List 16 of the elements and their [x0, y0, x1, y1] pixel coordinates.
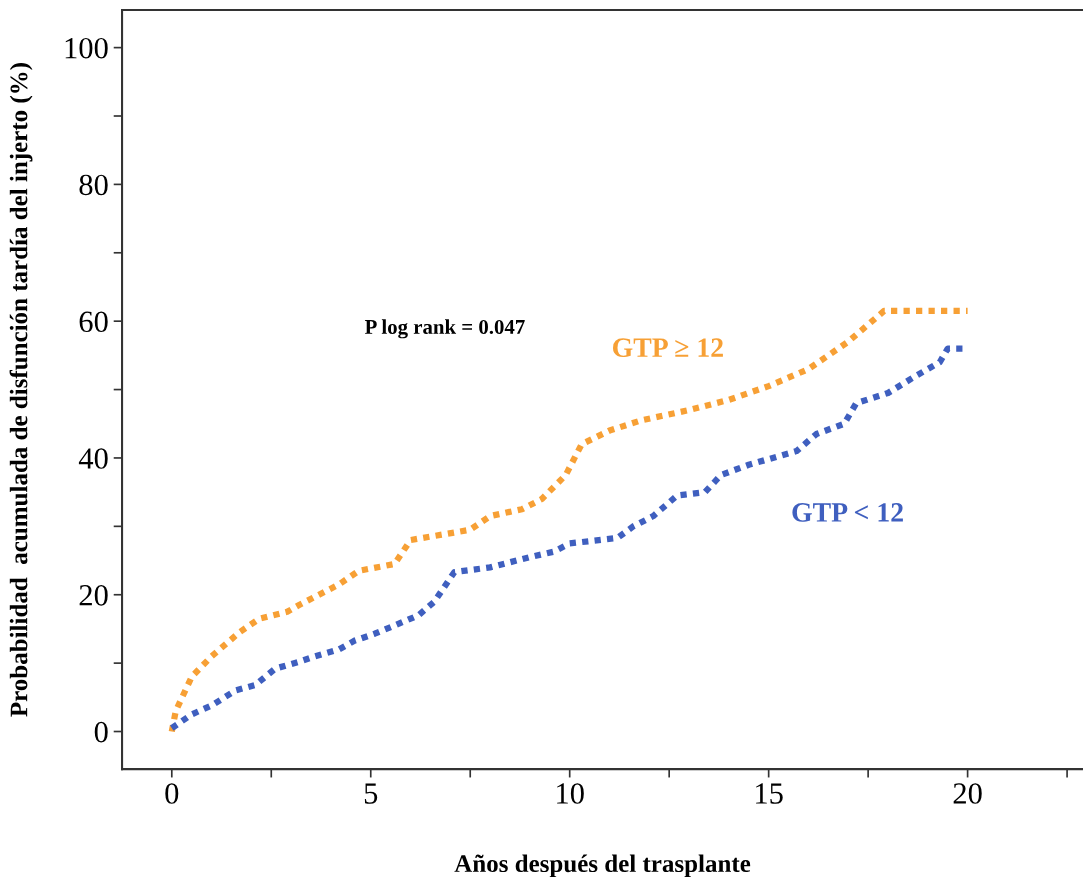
y-tick-label: 20: [79, 585, 108, 606]
y-tick-label: 0: [94, 721, 108, 743]
annotation: P log rank = 0.047: [364, 319, 525, 339]
y-axis-title: Probabilidad acumulada de disfunción tardía del injerto (%): [9, 63, 33, 717]
x-tick-label: 0: [165, 783, 179, 804]
x-tick-label: 20: [953, 783, 982, 804]
y-tick-label: 40: [78, 448, 108, 469]
x-tick-label: 10: [557, 783, 584, 804]
y-tick-label: 60: [79, 311, 108, 333]
x-tick-label: 15: [756, 783, 783, 804]
series-label: GTP < 12: [792, 503, 903, 522]
series-label: GTP ≥ 12: [612, 338, 723, 358]
y-tick-label: 80: [79, 174, 108, 196]
x-tick-label: 5: [364, 783, 378, 804]
x-axis-title: Años después del trasplante: [454, 854, 751, 877]
y-tick-label: 100: [65, 37, 108, 59]
